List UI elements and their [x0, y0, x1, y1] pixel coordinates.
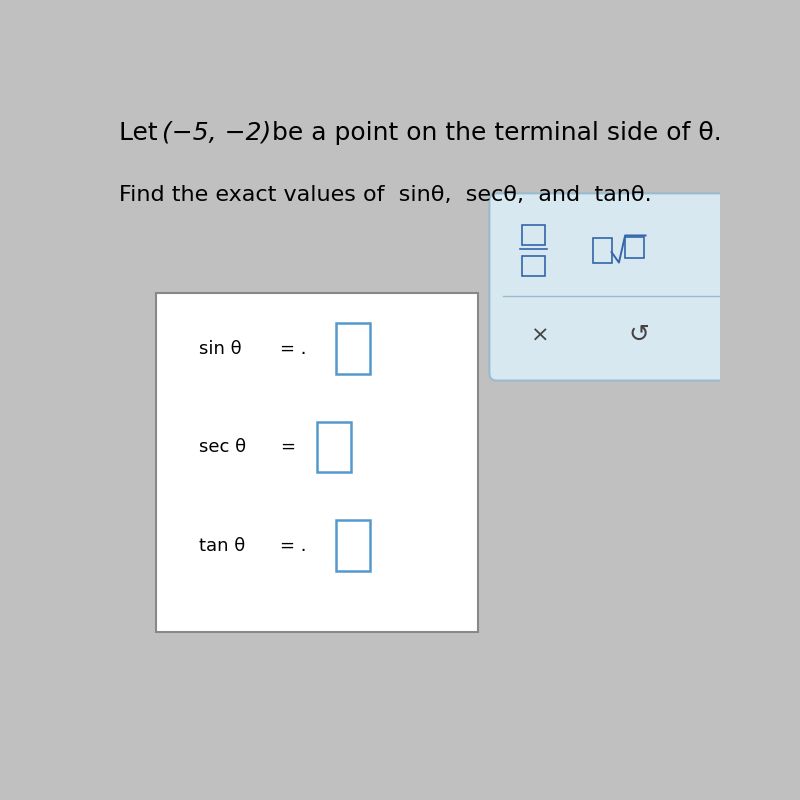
FancyBboxPatch shape: [317, 422, 351, 472]
Text: Let: Let: [118, 121, 166, 145]
FancyBboxPatch shape: [522, 256, 545, 275]
FancyBboxPatch shape: [336, 521, 370, 571]
FancyBboxPatch shape: [593, 238, 611, 262]
Text: sec θ: sec θ: [199, 438, 246, 456]
FancyBboxPatch shape: [156, 293, 478, 632]
Text: Find the exact values of  sinθ,  secθ,  and  tanθ.: Find the exact values of sinθ, secθ, and…: [118, 185, 651, 205]
Text: = .: = .: [280, 537, 306, 554]
Text: sin θ: sin θ: [199, 339, 242, 358]
Text: tan θ: tan θ: [199, 537, 246, 554]
Text: = .: = .: [280, 339, 306, 358]
Text: ×: ×: [531, 326, 550, 346]
Text: be a point on the terminal side of θ.: be a point on the terminal side of θ.: [264, 121, 722, 145]
FancyBboxPatch shape: [522, 225, 545, 245]
FancyBboxPatch shape: [336, 323, 370, 374]
Text: ↺: ↺: [629, 323, 650, 347]
FancyBboxPatch shape: [490, 194, 734, 381]
Text: (−5, −2): (−5, −2): [162, 121, 271, 145]
FancyBboxPatch shape: [625, 237, 644, 258]
Text: =: =: [280, 438, 294, 456]
